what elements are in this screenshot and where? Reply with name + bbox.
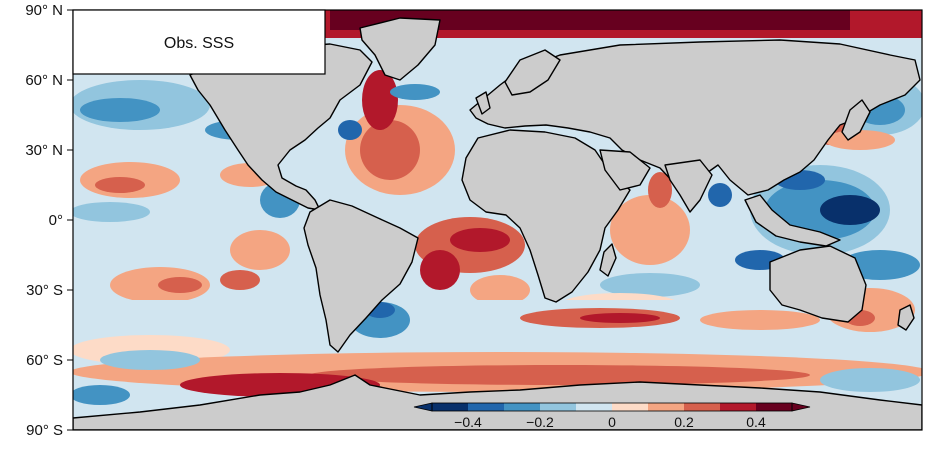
colorbar: −0.4 −0.2 0 0.2 0.4 xyxy=(413,402,811,430)
australia-land xyxy=(769,245,867,323)
new-zealand-land xyxy=(897,304,915,331)
antarctica-land xyxy=(73,374,922,430)
colorbar-frame xyxy=(431,402,793,412)
lat-label: 60° N xyxy=(25,72,63,89)
south-america-land xyxy=(303,199,419,353)
colorbar-segment xyxy=(612,403,649,411)
india-land xyxy=(664,159,713,213)
lat-label: 90° S xyxy=(26,422,63,439)
title-box xyxy=(72,9,326,75)
japan-land xyxy=(841,99,871,141)
colorbar-segment xyxy=(576,403,613,411)
latitude-axis: 90° N 60° N 30° N 0° 30° S 60° S 90° S xyxy=(25,2,73,439)
colorbar-tick-label: 0 xyxy=(608,414,616,430)
madagascar-land xyxy=(599,243,617,277)
north-america-land xyxy=(189,43,373,211)
colorbar-segment xyxy=(468,403,505,411)
africa-land xyxy=(461,129,631,303)
colorbar-segment xyxy=(684,403,721,411)
lat-label: 30° S xyxy=(26,282,63,299)
colorbar-segment xyxy=(756,403,793,411)
greenland-land xyxy=(359,17,441,81)
lat-label: 90° N xyxy=(25,2,63,19)
colorbar-segment xyxy=(540,403,577,411)
lat-label: 30° N xyxy=(25,142,63,159)
colorbar-segment xyxy=(648,403,685,411)
colorbar-segment xyxy=(432,403,469,411)
colorbar-tick-label: −0.2 xyxy=(526,414,554,430)
eurasia-land xyxy=(469,39,921,196)
colorbar-tick-label: −0.4 xyxy=(454,414,482,430)
arabia-land xyxy=(599,149,651,191)
scandinavia-land xyxy=(504,49,561,96)
colorbar-tick-label: 0.4 xyxy=(746,414,766,430)
uk-land xyxy=(475,91,491,115)
colorbar-segment xyxy=(504,403,541,411)
panel-title: Obs. SSS xyxy=(164,35,234,52)
colorbar-segment xyxy=(720,403,757,411)
indonesia-land xyxy=(744,194,841,247)
colorbar-tick-label: 0.2 xyxy=(674,414,694,430)
lat-label: 0° xyxy=(49,212,63,229)
land-masses xyxy=(73,17,922,430)
lat-label: 60° S xyxy=(26,352,63,369)
